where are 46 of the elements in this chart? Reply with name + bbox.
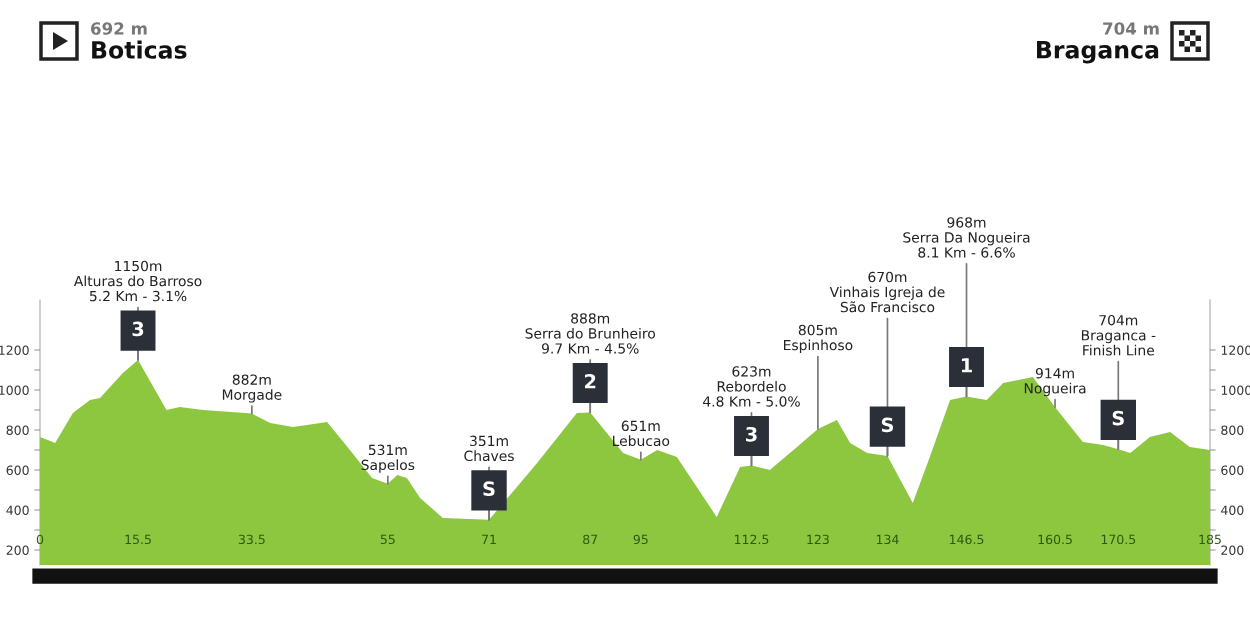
text: 692 m <box>91 22 147 35</box>
x-tick-label: 123 <box>807 534 829 545</box>
x-tick-label: 71 <box>482 534 496 544</box>
annotation: 968m Serra Da Nogueira 8.1 Km - 6.6% <box>903 217 1030 258</box>
y2-tick-label: 400 <box>1221 505 1244 515</box>
x-tick-label: 55 <box>380 534 395 545</box>
x-tick-label: 87 <box>583 534 598 545</box>
x-tick-label: 185 <box>1199 534 1221 545</box>
x-tick-label: 15.5 <box>125 534 151 545</box>
annotation: S <box>881 417 894 433</box>
annotation: 888m Serra do Brunheiro 9.7 Km - 4.5% <box>525 313 656 354</box>
x-tick-label: 146.5 <box>949 534 984 545</box>
annotation: 2 <box>584 373 596 389</box>
y2-tick-label: 800 <box>1221 425 1244 435</box>
annotation: 704m Braganca - Finish Line <box>1081 314 1156 356</box>
text: Braganca <box>1037 41 1159 64</box>
annotation: 882m Morgade <box>222 374 282 403</box>
y-tick-label: 600 <box>6 465 29 475</box>
annotation: 623m Rebordelo 4.8 Km - 5.0% <box>703 366 800 407</box>
y2-tick-label: 200 <box>1221 545 1244 555</box>
annotation: 1 <box>961 358 972 373</box>
annotation: 351m Chaves <box>464 435 514 462</box>
x-tick-label: 33.5 <box>238 534 265 545</box>
annotation: 651m Lebucao <box>613 420 670 447</box>
y-tick-label: 1000 <box>0 385 29 395</box>
annotation: 1150m Alturas do Barroso 5.2 Km - 3.1% <box>73 260 202 302</box>
y-tick-label: 1200 <box>0 345 29 355</box>
y-tick-label: 200 <box>6 545 29 555</box>
annotation: 3 <box>132 321 144 337</box>
x-tick-label: 112.5 <box>734 534 769 545</box>
x-tick-label: 134 <box>876 534 899 545</box>
annotation: S <box>483 481 495 497</box>
y2-tick-label: 600 <box>1221 465 1244 475</box>
x-tick-label: 160.5 <box>1038 534 1072 545</box>
annotation: S <box>1112 410 1124 426</box>
annotation: 805m Espinhoso <box>783 324 853 353</box>
y-tick-label: 800 <box>6 425 29 435</box>
y-tick-label: 400 <box>6 505 29 515</box>
text: Boticas <box>92 40 187 59</box>
annotation: 670m Vinhais Igreja de São Francisco <box>829 271 945 313</box>
x-tick-label: 0 <box>36 534 44 545</box>
annotation: 3 <box>746 426 757 442</box>
x-tick-label: 170.5 <box>1101 534 1136 545</box>
text: 704 m <box>1103 22 1159 35</box>
annotation: 531m Sapelos <box>361 444 415 473</box>
x-tick-label: 95 <box>633 534 648 545</box>
